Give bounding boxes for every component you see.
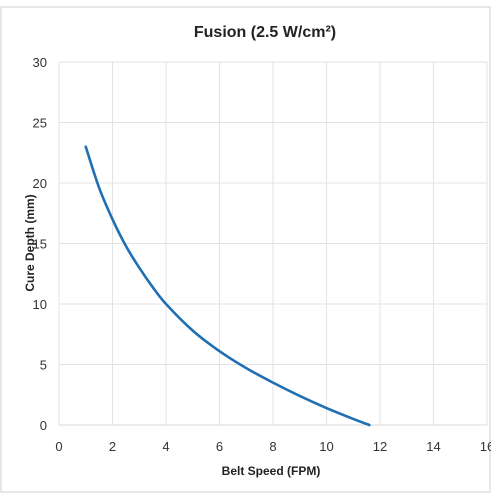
- series-group: [84, 145, 371, 427]
- grid: [58, 61, 488, 426]
- x-tick-label: 16: [480, 439, 491, 454]
- y-tick-label: 25: [33, 116, 47, 131]
- x-tick-label: 4: [162, 439, 169, 454]
- x-tick-label: 0: [55, 439, 62, 454]
- chart-title: Fusion (2.5 W/cm²): [194, 24, 336, 41]
- series-line: [84, 145, 371, 427]
- x-tick-label: 12: [373, 439, 387, 454]
- x-axis-label: Belt Speed (FPM): [222, 464, 321, 478]
- x-tick-label: 8: [269, 439, 276, 454]
- x-tick-label: 2: [109, 439, 116, 454]
- x-tick-label: 10: [319, 439, 333, 454]
- chart-border: [0, 6, 491, 493]
- x-tick-label: 6: [216, 439, 223, 454]
- x-tick-label: 14: [426, 439, 440, 454]
- y-tick-label: 30: [33, 55, 47, 70]
- tick-labels: 0 5 10 15 20 25 30 0 2 4 6 8 10 12 14 16: [33, 55, 491, 454]
- y-tick-label: 15: [33, 237, 47, 252]
- y-axis-label: Cure Depth (mm): [23, 194, 37, 291]
- y-tick-label: 0: [40, 418, 47, 433]
- y-tick-label: 20: [33, 176, 47, 191]
- y-tick-label: 10: [33, 297, 47, 312]
- y-tick-label: 5: [40, 358, 47, 373]
